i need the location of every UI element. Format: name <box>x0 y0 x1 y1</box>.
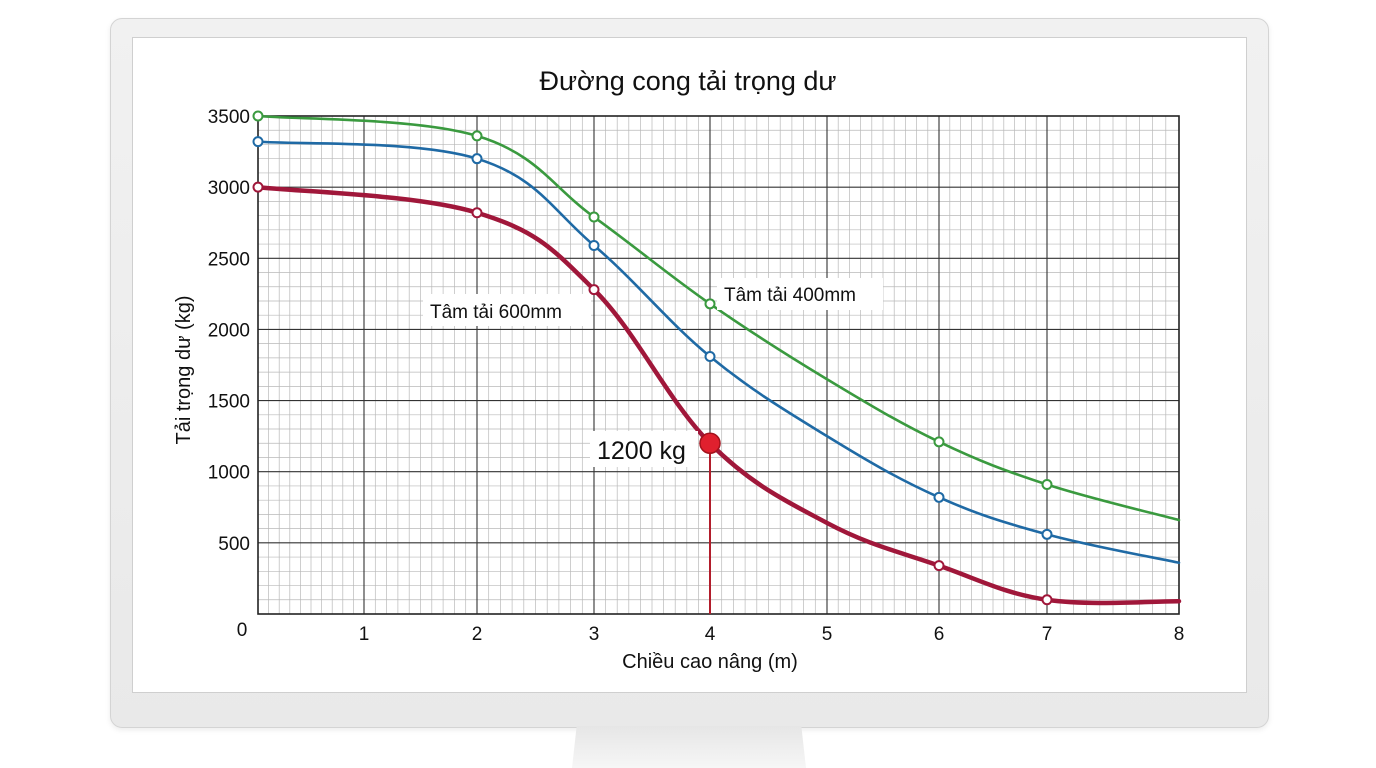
y-tick-label: 1500 <box>208 392 250 413</box>
series-point-2 <box>933 560 945 572</box>
x-axis-title: Chiều cao nâng (m) <box>622 651 798 673</box>
series-point-0 <box>704 298 716 310</box>
minor-grid <box>258 116 1179 614</box>
series-point-1 <box>471 153 483 165</box>
series-layer <box>252 110 1182 606</box>
y-tick-label: 3000 <box>208 178 250 199</box>
annotation-label: 1200 kg <box>597 437 686 465</box>
series-point-1 <box>1041 528 1053 540</box>
y-tick-label: 1000 <box>208 463 250 484</box>
annotation-label-bg <box>590 431 698 467</box>
x-tick-label: 7 <box>1042 624 1053 645</box>
monitor-screen <box>132 37 1247 693</box>
series-point-2 <box>471 207 483 219</box>
annotation-point <box>699 432 721 455</box>
x-tick-label: 8 <box>1174 624 1185 645</box>
series-point-2 <box>588 284 600 296</box>
series-point-0 <box>471 130 483 142</box>
series-line-1 <box>256 140 1181 565</box>
y-tick-label: 2500 <box>208 249 250 270</box>
x-tick-label: 2 <box>472 624 483 645</box>
monitor-stand <box>572 726 806 768</box>
label-bg-400 <box>717 278 883 310</box>
series-point-1 <box>252 136 264 148</box>
series-label-400mm: Tâm tải 400mm <box>724 285 856 306</box>
x-tick-label: 5 <box>822 624 833 645</box>
y-axis-title: Tải trọng dư (kg) <box>173 296 195 445</box>
series-point-1 <box>588 239 600 251</box>
major-grid <box>258 116 1179 614</box>
series-line-0 <box>256 114 1181 522</box>
x-tick-label: 6 <box>934 624 945 645</box>
x-tick-label: 3 <box>589 624 600 645</box>
y-axis-ticks: 500 1000 1500 2000 2500 3000 3500 <box>208 107 250 555</box>
series-point-0 <box>933 436 945 448</box>
y-tick-label: 500 <box>218 534 250 555</box>
series-label-600mm: Tâm tải 600mm <box>430 302 562 323</box>
label-bg-600 <box>423 294 591 326</box>
x-axis-ticks: 0 1 2 3 4 5 6 7 8 <box>237 620 1185 645</box>
series-point-1 <box>933 491 945 503</box>
series-point-2 <box>252 181 264 193</box>
series-point-1 <box>704 350 716 362</box>
series-point-0 <box>588 211 600 223</box>
y-tick-label: 3500 <box>208 107 250 128</box>
series-point-2 <box>1041 594 1053 606</box>
y-tick-label: 2000 <box>208 320 250 341</box>
x-tick-label: 0 <box>237 620 248 641</box>
series-point-0 <box>252 110 264 122</box>
series-line-2 <box>255 184 1182 606</box>
x-tick-label: 4 <box>705 624 716 645</box>
plot-frame <box>257 115 1180 615</box>
chart-title: Đường cong tải trọng dư <box>539 66 836 96</box>
series-point-0 <box>1041 479 1053 491</box>
x-tick-label: 1 <box>359 624 370 645</box>
